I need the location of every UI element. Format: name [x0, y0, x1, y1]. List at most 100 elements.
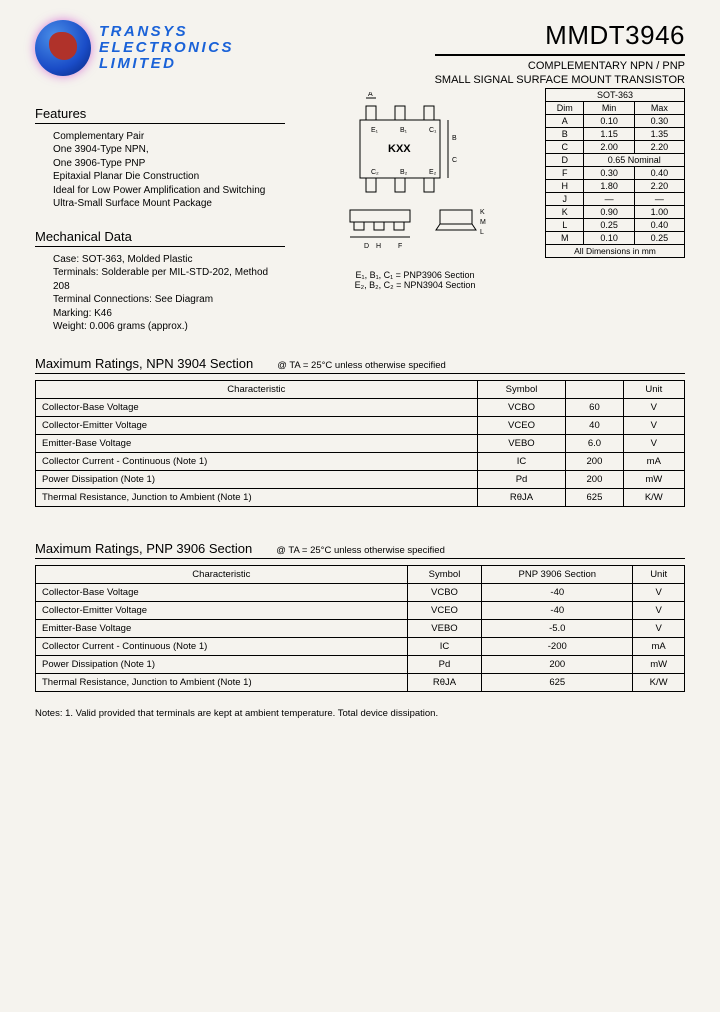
- mechanical-item: Case: SOT-363, Molded Plastic: [53, 253, 283, 267]
- mechanical-item: Terminal Connections: See Diagram: [53, 293, 283, 307]
- rating-symbol: Pd: [477, 470, 566, 488]
- feature-item: Complementary Pair: [53, 130, 283, 144]
- rating-char: Collector-Base Voltage: [36, 583, 408, 601]
- company-logo: TRANSYS ELECTRONICS LIMITED: [35, 20, 234, 76]
- rating-symbol: RθJA: [477, 488, 566, 506]
- svg-text:C₂: C₂: [371, 169, 379, 176]
- rating-unit: mW: [623, 470, 684, 488]
- datasheet-page: TRANSYS ELECTRONICS LIMITED MMDT3946 COM…: [0, 0, 720, 739]
- svg-text:E₁: E₁: [371, 127, 379, 134]
- dim-cell: 0.25: [634, 231, 684, 244]
- dim-cell: 0.30: [634, 114, 684, 127]
- svg-text:KXX: KXX: [388, 143, 411, 155]
- rating-char: Collector Current - Continuous (Note 1): [36, 452, 478, 470]
- rating-value: 200: [482, 655, 633, 673]
- svg-text:H: H: [376, 243, 381, 250]
- rating-unit: mA: [623, 452, 684, 470]
- rating-unit: V: [633, 601, 685, 619]
- dim-cell: 1.35: [634, 127, 684, 140]
- rating-char: Collector Current - Continuous (Note 1): [36, 637, 408, 655]
- rating-col: PNP 3906 Section: [482, 565, 633, 583]
- rating-unit: V: [633, 583, 685, 601]
- feature-item: Epitaxial Planar Die Construction: [53, 170, 283, 184]
- rating-unit: K/W: [633, 673, 685, 691]
- rating-col: Symbol: [407, 565, 482, 583]
- svg-text:M: M: [480, 219, 486, 226]
- rating-value: 200: [566, 470, 623, 488]
- dim-cell: A: [546, 114, 584, 127]
- rating-char: Collector-Emitter Voltage: [36, 416, 478, 434]
- dim-cell: 2.20: [634, 179, 684, 192]
- dim-cell: 0.65 Nominal: [584, 153, 685, 166]
- rating-char: Collector-Emitter Voltage: [36, 601, 408, 619]
- rating-value: 6.0: [566, 434, 623, 452]
- feature-item: One 3906-Type PNP: [53, 157, 283, 171]
- svg-text:E₂: E₂: [429, 169, 437, 176]
- caption-line: E₂, B₂, C₂ = NPN3904 Section: [295, 280, 535, 291]
- dim-cell: 0.10: [584, 114, 634, 127]
- heading-condition: @ TA = 25°C unless otherwise specified: [277, 360, 446, 371]
- mechanical-list: Case: SOT-363, Molded PlasticTerminals: …: [53, 253, 283, 334]
- rating-symbol: VCBO: [477, 398, 566, 416]
- rating-symbol: VCEO: [407, 601, 482, 619]
- npn-ratings-heading: Maximum Ratings, NPN 3904 Section @ TA =…: [35, 356, 685, 374]
- rating-value: -200: [482, 637, 633, 655]
- notes-text: Notes: 1. Valid provided that terminals …: [35, 708, 685, 719]
- subtitle-line: SMALL SIGNAL SURFACE MOUNT TRANSISTOR: [435, 74, 685, 88]
- dim-cell: F: [546, 166, 584, 179]
- package-diagram-icon: E₁ B₁ C₁ C₂ B₂ E₂ KXX A B C H D: [320, 92, 510, 262]
- rating-symbol: VCBO: [407, 583, 482, 601]
- dim-cell: D: [546, 153, 584, 166]
- rating-value: 200: [566, 452, 623, 470]
- rating-symbol: VEBO: [477, 434, 566, 452]
- svg-text:F: F: [398, 243, 402, 250]
- heading-condition: @ TA = 25°C unless otherwise specified: [276, 545, 445, 556]
- dim-cell: H: [546, 179, 584, 192]
- rating-unit: mA: [633, 637, 685, 655]
- rating-col: Symbol: [477, 380, 566, 398]
- rating-col: [566, 380, 623, 398]
- dim-col: Min: [584, 101, 634, 114]
- mechanical-item: Terminals: Solderable per MIL-STD-202, M…: [53, 266, 283, 293]
- svg-text:B₂: B₂: [400, 169, 408, 176]
- dim-cell: M: [546, 231, 584, 244]
- dim-cell: —: [584, 192, 634, 205]
- header-row: TRANSYS ELECTRONICS LIMITED MMDT3946 COM…: [35, 20, 685, 88]
- rating-unit: mW: [633, 655, 685, 673]
- package-diagram-block: E₁ B₁ C₁ C₂ B₂ E₂ KXX A B C H D: [295, 88, 535, 292]
- dim-cell: C: [546, 140, 584, 153]
- feature-item: Ideal for Low Power Amplification and Sw…: [53, 184, 283, 198]
- dim-footer: All Dimensions in mm: [546, 244, 685, 257]
- rating-symbol: IC: [477, 452, 566, 470]
- mechanical-item: Weight: 0.006 grams (approx.): [53, 320, 283, 334]
- svg-text:A: A: [368, 92, 373, 98]
- dim-cell: 0.40: [634, 218, 684, 231]
- heading-text: Maximum Ratings, NPN 3904 Section: [35, 356, 253, 371]
- svg-text:B₁: B₁: [400, 127, 408, 134]
- svg-text:L: L: [480, 229, 484, 236]
- rating-col: Characteristic: [36, 565, 408, 583]
- rating-col: Characteristic: [36, 380, 478, 398]
- mechanical-heading: Mechanical Data: [35, 229, 285, 247]
- dim-cell: 2.00: [584, 140, 634, 153]
- dim-cell: K: [546, 205, 584, 218]
- rating-symbol: IC: [407, 637, 482, 655]
- features-heading: Features: [35, 106, 285, 124]
- rating-unit: V: [623, 434, 684, 452]
- diagram-caption: E₁, B₁, C₁ = PNP3906 Section E₂, B₂, C₂ …: [295, 270, 535, 292]
- logo-line: TRANSYS: [99, 24, 234, 40]
- heading-text: Maximum Ratings, PNP 3906 Section: [35, 541, 252, 556]
- dim-cell: 0.30: [584, 166, 634, 179]
- rating-char: Emitter-Base Voltage: [36, 434, 478, 452]
- part-number: MMDT3946: [435, 20, 685, 51]
- dim-cell: —: [634, 192, 684, 205]
- mechanical-item: Marking: K46: [53, 307, 283, 321]
- svg-text:B: B: [452, 135, 457, 142]
- pnp-ratings-table: CharacteristicSymbolPNP 3906 SectionUnit…: [35, 565, 685, 692]
- middle-row: Features Complementary PairOne 3904-Type…: [35, 88, 685, 334]
- svg-text:K: K: [480, 209, 485, 216]
- rating-symbol: Pd: [407, 655, 482, 673]
- rating-unit: K/W: [623, 488, 684, 506]
- rating-symbol: VCEO: [477, 416, 566, 434]
- dim-cell: 1.80: [584, 179, 634, 192]
